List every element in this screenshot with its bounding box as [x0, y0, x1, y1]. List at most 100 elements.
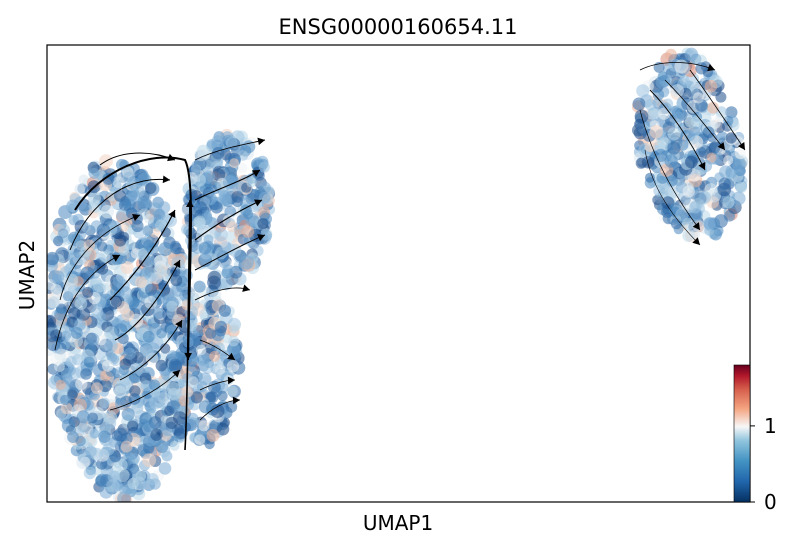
cell-point [131, 219, 144, 233]
cell-point [708, 142, 721, 154]
cell-point [682, 185, 695, 198]
cell-point [54, 307, 67, 321]
cell-point [674, 59, 689, 74]
streamline-arrowhead [737, 142, 745, 150]
streamline-arrowhead [252, 170, 260, 177]
cell-point [692, 188, 705, 201]
cell-point [181, 299, 193, 311]
cell-point [99, 251, 111, 263]
cell-point [725, 132, 737, 144]
cell-point [652, 194, 663, 206]
cell-point [110, 470, 121, 481]
cell-point [118, 375, 130, 387]
cell-point [96, 263, 109, 275]
cell-point [144, 296, 158, 309]
cell-point [120, 261, 134, 274]
cell-point [127, 189, 141, 203]
cell-point [189, 292, 200, 304]
cell-point [632, 97, 646, 111]
cell-point [685, 155, 698, 169]
cell-point [662, 98, 674, 110]
cell-point [83, 239, 96, 251]
cell-point [78, 174, 90, 186]
cell-point [129, 298, 143, 313]
streamline-arrowhead [186, 200, 194, 208]
cell-point [731, 191, 746, 206]
cell-point [216, 422, 230, 436]
cell-point [690, 229, 700, 240]
colorbar [733, 364, 751, 503]
cell-point [260, 229, 273, 242]
cell-point [664, 154, 678, 168]
y-axis-label: UMAP2 [15, 240, 39, 310]
cell-point [127, 477, 139, 490]
cell-point [166, 382, 181, 396]
cell-point [209, 350, 221, 362]
cell-point [135, 470, 147, 482]
cell-point [653, 185, 666, 197]
cell-point [158, 280, 169, 291]
cell-point [136, 248, 149, 261]
cell-point [67, 431, 79, 443]
cell-point [152, 307, 165, 320]
cell-point [140, 380, 152, 392]
cell-point [68, 307, 81, 320]
streamline-arrowhead [132, 214, 140, 222]
cell-point [197, 353, 210, 367]
cell-point [67, 285, 79, 297]
cell-point [158, 242, 173, 256]
cell-point [169, 440, 180, 451]
cell-point [258, 161, 270, 173]
cell-point [636, 84, 650, 98]
cell-point [657, 71, 668, 82]
cell-point [53, 235, 64, 247]
cell-point [88, 167, 100, 179]
cell-point [118, 364, 129, 376]
cell-point [143, 420, 155, 433]
cell-point [203, 191, 217, 206]
cell-point [99, 397, 110, 409]
streamline [664, 79, 726, 151]
streamline-arrowhead [227, 352, 235, 360]
cell-point [171, 284, 184, 297]
cell-point [91, 382, 103, 395]
streamline-arrowhead [257, 234, 265, 242]
cell-point [198, 420, 210, 432]
streamline [54, 254, 121, 351]
cell-point [198, 372, 212, 386]
cell-point [152, 208, 166, 222]
cell-point [75, 240, 87, 251]
cell-point [239, 255, 254, 270]
cell-point [82, 286, 94, 298]
colorbar-ticks: 01 [750, 414, 777, 514]
cell-point [722, 196, 735, 209]
cell-point [142, 330, 155, 343]
streamline [639, 62, 716, 71]
cell-point [207, 217, 219, 229]
cell-point [665, 48, 677, 61]
cell-point [87, 412, 98, 424]
streamline [114, 259, 181, 341]
streamline-arrowhead [168, 210, 176, 218]
streamline-arrowhead [227, 376, 235, 385]
velocity-streamlines [54, 62, 746, 451]
streamline [184, 199, 191, 451]
streamline [109, 209, 176, 301]
cell-point [93, 279, 106, 293]
cell-point [110, 295, 123, 308]
cell-point [732, 157, 746, 171]
cell-point [98, 430, 111, 443]
cell-point [170, 242, 182, 255]
cell-point [61, 418, 76, 433]
cell-point [83, 356, 95, 368]
streamline [99, 152, 176, 166]
colorbar-tick-label: 0 [764, 490, 777, 514]
cell-point [217, 390, 228, 402]
cell-point [120, 440, 133, 453]
cell-point [211, 135, 224, 148]
cell-point [74, 183, 85, 195]
cell-point [211, 147, 225, 160]
cell-point [127, 420, 139, 432]
cell-point [83, 466, 97, 480]
cell-point [128, 453, 140, 465]
